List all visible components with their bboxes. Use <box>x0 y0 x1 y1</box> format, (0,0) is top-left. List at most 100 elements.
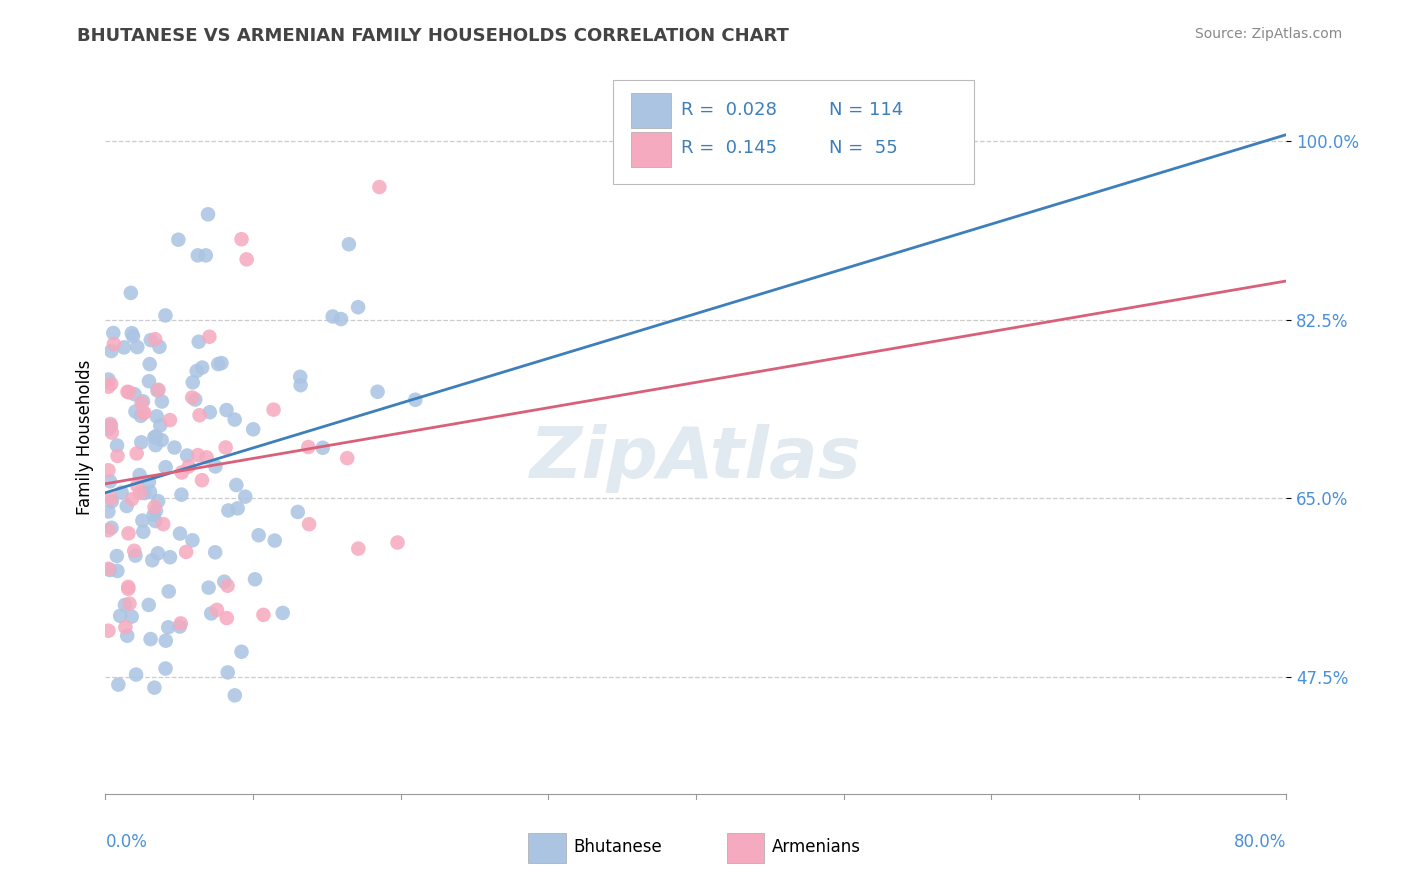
Point <box>330 312 353 326</box>
Point <box>181 376 204 390</box>
Point <box>263 402 285 417</box>
Point <box>387 535 409 549</box>
Point <box>117 526 139 541</box>
Point <box>404 392 426 407</box>
Point <box>226 501 249 516</box>
Point <box>271 606 294 620</box>
Point <box>163 441 186 455</box>
Point <box>120 285 142 300</box>
Point <box>145 409 167 424</box>
Point <box>225 478 247 492</box>
Point <box>107 449 129 463</box>
Point <box>112 340 135 354</box>
Point <box>124 387 146 401</box>
Point <box>233 490 256 504</box>
Point <box>129 409 152 423</box>
Text: R =  0.028: R = 0.028 <box>681 101 776 119</box>
Point <box>101 425 124 440</box>
Point <box>148 340 170 354</box>
Point <box>139 632 162 646</box>
Point <box>287 505 309 519</box>
Point <box>143 430 166 444</box>
Point <box>146 546 169 560</box>
Point <box>174 545 197 559</box>
Point <box>100 344 122 359</box>
Point <box>127 479 149 493</box>
Point <box>132 524 155 539</box>
Point <box>97 372 120 386</box>
Point <box>215 611 238 625</box>
Point <box>125 667 148 681</box>
Text: Bhutanese: Bhutanese <box>574 838 662 856</box>
Point <box>214 574 236 589</box>
Text: Source: ZipAtlas.com: Source: ZipAtlas.com <box>1195 27 1343 41</box>
Point <box>127 340 149 354</box>
Point <box>117 580 139 594</box>
Point <box>97 562 120 576</box>
Point <box>149 418 172 433</box>
Point <box>150 394 173 409</box>
Point <box>198 405 221 419</box>
Point <box>217 503 239 517</box>
Point <box>170 466 193 480</box>
Point <box>103 326 125 340</box>
Point <box>100 521 122 535</box>
Point <box>115 499 138 513</box>
Point <box>118 597 141 611</box>
Point <box>131 514 153 528</box>
Point <box>139 333 162 347</box>
Point <box>121 492 143 507</box>
Point <box>167 233 190 247</box>
Point <box>141 553 163 567</box>
Point <box>177 459 200 474</box>
Point <box>243 572 266 586</box>
Point <box>128 468 150 483</box>
Point <box>298 517 321 532</box>
Point <box>143 514 166 528</box>
FancyBboxPatch shape <box>631 93 671 128</box>
Point <box>132 394 155 409</box>
Point <box>195 450 218 465</box>
Point <box>217 579 239 593</box>
Point <box>290 369 312 384</box>
Point <box>143 500 166 514</box>
Point <box>145 504 167 518</box>
Point <box>169 526 191 541</box>
Point <box>138 475 160 489</box>
Point <box>159 413 181 427</box>
Point <box>215 403 238 417</box>
Point <box>105 549 128 563</box>
Point <box>191 360 214 375</box>
Point <box>121 326 143 341</box>
Point <box>224 689 246 703</box>
Point <box>157 584 180 599</box>
Point <box>148 383 170 397</box>
Point <box>187 334 209 349</box>
Point <box>186 364 208 378</box>
Point <box>97 422 120 436</box>
Point <box>145 438 167 452</box>
Point <box>170 616 193 631</box>
Point <box>184 392 207 407</box>
Point <box>114 598 136 612</box>
Point <box>146 494 169 508</box>
Point <box>181 533 204 548</box>
Point <box>100 376 122 391</box>
Point <box>263 533 285 548</box>
Point <box>367 384 389 399</box>
Text: Armenians: Armenians <box>772 838 860 856</box>
Point <box>170 488 193 502</box>
Point <box>207 357 229 371</box>
Point <box>139 485 162 500</box>
Point <box>107 564 129 578</box>
Point <box>134 486 156 500</box>
Point <box>214 441 236 455</box>
Point <box>145 429 167 443</box>
Point <box>297 440 319 454</box>
Text: N =  55: N = 55 <box>830 139 898 157</box>
Point <box>337 237 360 252</box>
Point <box>110 485 132 500</box>
Point <box>124 549 146 563</box>
Text: R =  0.145: R = 0.145 <box>681 139 776 157</box>
Point <box>115 629 138 643</box>
